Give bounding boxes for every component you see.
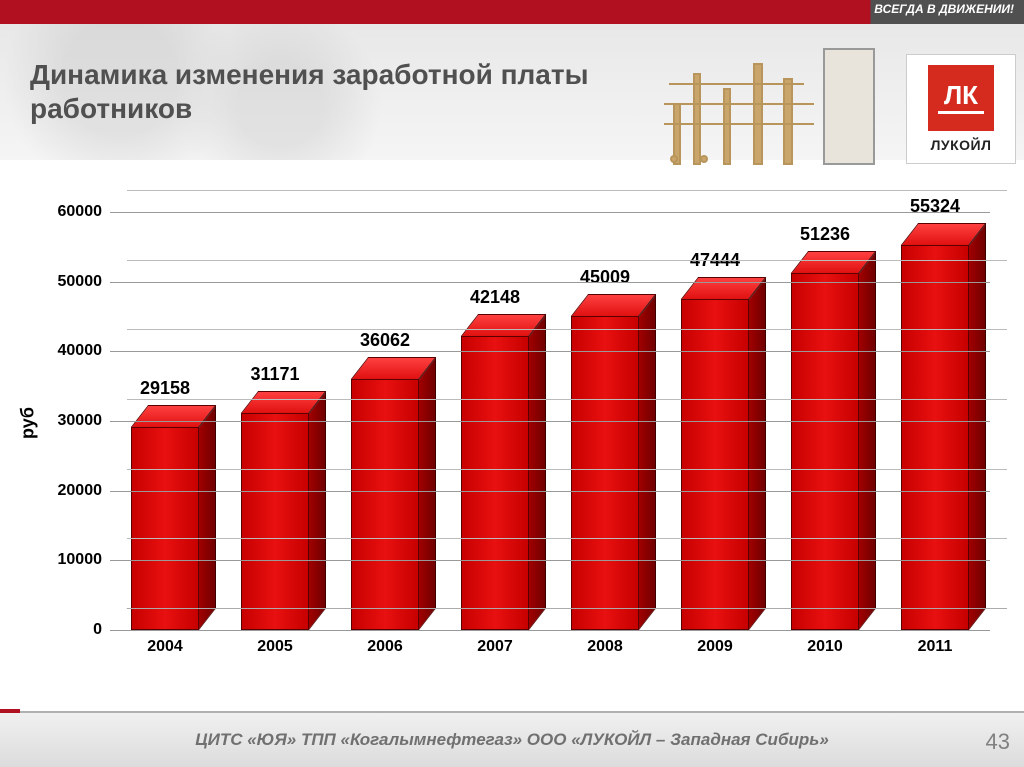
data-label: 36062 <box>344 330 426 351</box>
grid-line-back <box>127 260 1007 261</box>
x-tick-label: 2007 <box>461 638 529 656</box>
bar-side <box>309 391 326 630</box>
grid-line <box>110 351 990 352</box>
x-tick-label: 2006 <box>351 638 419 656</box>
top-accent-bar: ВСЕГДА В ДВИЖЕНИИ! <box>0 0 1024 24</box>
data-label: 31171 <box>234 364 316 385</box>
bar-side <box>419 357 436 630</box>
y-axis-label: руб <box>17 407 38 439</box>
bar-side <box>969 223 986 630</box>
bar-front <box>791 273 859 630</box>
bar-front <box>681 299 749 630</box>
x-tick-label: 2009 <box>681 638 749 656</box>
bar-front <box>461 336 529 630</box>
data-label: 47444 <box>674 250 756 271</box>
footer-bar: ЦИТС «ЮЯ» ТПП «Когалымнефтегаз» ООО «ЛУК… <box>0 711 1024 767</box>
bar-2006: 360622006 <box>351 190 419 630</box>
y-tick-label: 40000 <box>58 342 103 360</box>
y-tick-label: 30000 <box>58 412 103 430</box>
grid-line-back <box>127 329 1007 330</box>
grid-line-back <box>127 190 1007 191</box>
bar-front <box>351 379 419 630</box>
data-label: 29158 <box>124 378 206 399</box>
grid-line <box>110 421 990 422</box>
bar-side <box>749 277 766 630</box>
bar-side <box>859 251 876 630</box>
bar-2009: 474442009 <box>681 190 749 630</box>
chart-area: руб 291582004311712005360622006421482007… <box>0 160 1024 685</box>
bar-front <box>571 316 639 630</box>
bar-side <box>529 314 546 630</box>
grid-line-back <box>127 469 1007 470</box>
y-tick-label: 50000 <box>58 273 103 291</box>
bars-container: 291582004 311712005 360622006 421482007 4500… <box>110 190 990 630</box>
data-label: 55324 <box>894 196 976 217</box>
y-tick-label: 10000 <box>58 551 103 569</box>
slogan-text: ВСЕГДА В ДВИЖЕНИИ! <box>874 2 1014 16</box>
data-label: 42148 <box>454 287 536 308</box>
grid-line <box>110 491 990 492</box>
bar-2008: 450092008 <box>571 190 639 630</box>
data-label: 51236 <box>784 224 866 245</box>
refinery-graphic <box>644 34 904 174</box>
grid-line-back <box>127 538 1007 539</box>
footer-text: ЦИТС «ЮЯ» ТПП «Когалымнефтегаз» ООО «ЛУК… <box>195 730 829 750</box>
x-tick-label: 2010 <box>791 638 859 656</box>
x-tick-label: 2008 <box>571 638 639 656</box>
x-tick-label: 2005 <box>241 638 309 656</box>
grid-line <box>110 282 990 283</box>
bar-side <box>199 405 216 630</box>
plot-area: 291582004 311712005 360622006 421482007 4500… <box>110 190 990 630</box>
bar-front <box>131 427 199 630</box>
logo-initials: ЛК <box>944 82 978 108</box>
footer-accent <box>0 709 20 713</box>
title-block: Динамика изменения заработной платы рабо… <box>30 58 590 125</box>
y-tick-label: 0 <box>93 621 102 639</box>
company-logo: ЛК ЛУКОЙЛ <box>906 54 1016 164</box>
bar-front <box>241 413 309 630</box>
x-tick-label: 2004 <box>131 638 199 656</box>
bar-2007: 421482007 <box>461 190 529 630</box>
x-tick-label: 2011 <box>901 638 969 656</box>
chart-floor <box>110 608 1007 630</box>
y-tick-label: 60000 <box>58 203 103 221</box>
bar-side <box>639 294 656 630</box>
y-tick-label: 20000 <box>58 482 103 500</box>
bar-2011: 553242011 <box>901 190 969 630</box>
page-number: 43 <box>986 729 1010 755</box>
grid-line-back <box>127 399 1007 400</box>
grid-line <box>110 630 990 631</box>
header-area: Динамика изменения заработной платы рабо… <box>0 24 1024 160</box>
grid-line <box>110 560 990 561</box>
data-label: 45009 <box>564 267 646 288</box>
bar-2005: 311712005 <box>241 190 309 630</box>
logo-badge: ЛК <box>928 65 994 131</box>
bar-2004: 291582004 <box>131 190 199 630</box>
page-title: Динамика изменения заработной платы рабо… <box>30 58 590 125</box>
logo-underline <box>938 111 984 114</box>
bar-2010: 512362010 <box>791 190 859 630</box>
bar-front <box>901 245 969 630</box>
logo-brand-text: ЛУКОЙЛ <box>931 137 992 153</box>
grid-line <box>110 212 990 213</box>
